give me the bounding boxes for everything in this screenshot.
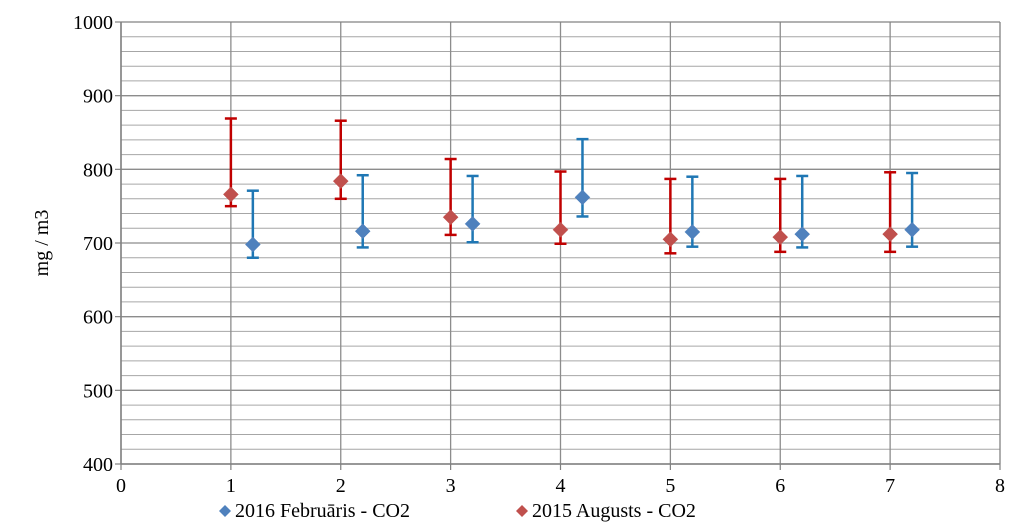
data-point <box>574 189 591 206</box>
data-point <box>223 186 239 203</box>
error-bar <box>466 174 479 244</box>
legend: 2016 Februāris - CO2 2015 Augusts - CO2 <box>219 500 696 522</box>
legend-marker <box>516 505 528 517</box>
y-tick-label: 800 <box>83 159 113 181</box>
data-point <box>464 215 481 232</box>
data-point <box>662 231 679 248</box>
data-point <box>244 236 261 253</box>
tick-labels: 400 500 600 700 800 900 1000 0 1 2 3 4 5 6 7 8 <box>73 12 1005 497</box>
x-tick-label: 6 <box>775 475 785 497</box>
data-point <box>332 173 349 189</box>
y-axis-title: mg / m3 <box>31 210 53 277</box>
y-tick-label: 700 <box>83 233 113 255</box>
data-point <box>442 209 459 226</box>
data-point <box>772 229 789 245</box>
x-tick-label: 0 <box>116 475 126 497</box>
x-tick-label: 5 <box>665 475 675 497</box>
series-0 <box>244 137 920 259</box>
legend-label: 2015 Augusts - CO2 <box>532 500 696 522</box>
x-tick-label: 3 <box>446 475 456 497</box>
data-point <box>882 226 898 243</box>
y-tick-label: 1000 <box>73 12 113 34</box>
series <box>223 117 920 259</box>
series-1 <box>223 117 898 255</box>
x-tick-label: 8 <box>995 475 1005 497</box>
legend-marker <box>219 505 231 517</box>
data-point <box>354 223 371 240</box>
legend-item-0: 2016 Februāris - CO2 <box>219 500 410 522</box>
x-tick-label: 7 <box>885 475 895 497</box>
data-point <box>552 221 569 238</box>
data-point <box>684 224 701 240</box>
x-tick-label: 4 <box>556 475 566 497</box>
y-tick-label: 900 <box>83 86 113 108</box>
data-point <box>904 221 920 238</box>
legend-label: 2016 Februāris - CO2 <box>235 500 410 522</box>
x-tick-label: 1 <box>226 475 236 497</box>
legend-item-1: 2015 Augusts - CO2 <box>516 500 696 522</box>
y-tick-label: 500 <box>83 380 113 402</box>
data-point <box>794 226 811 243</box>
y-tick-label: 600 <box>83 307 113 329</box>
x-tick-label: 2 <box>336 475 346 497</box>
y-tick-label: 400 <box>83 454 113 476</box>
